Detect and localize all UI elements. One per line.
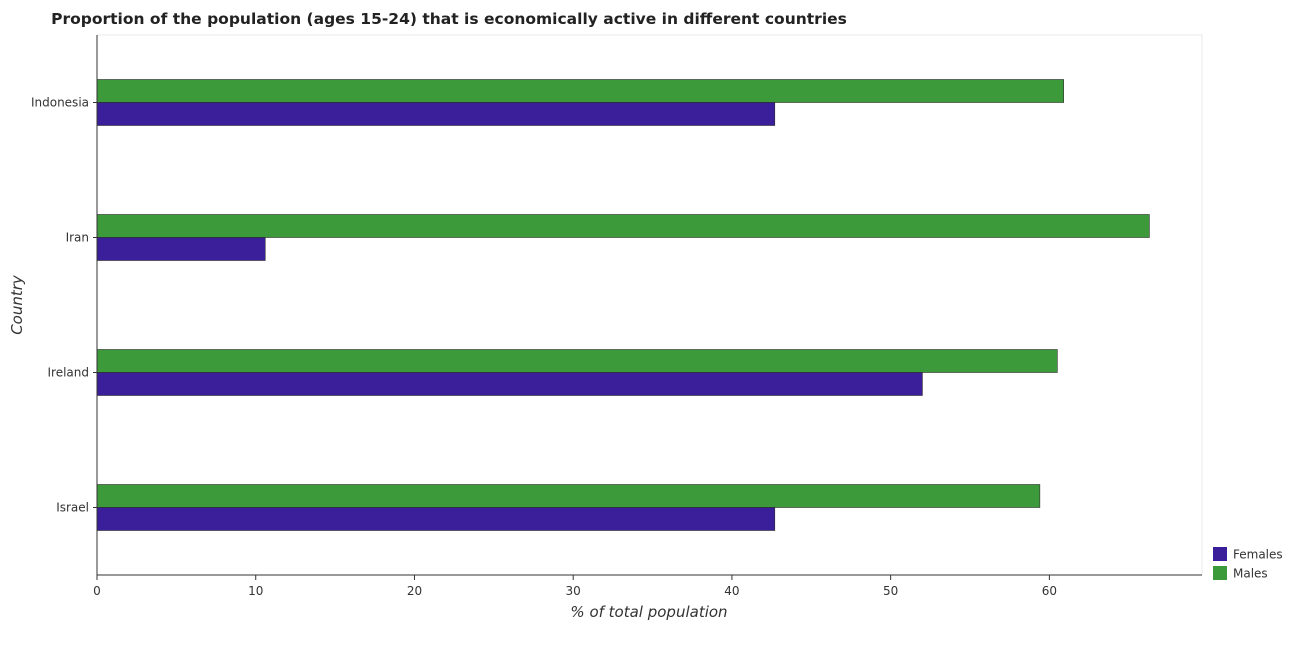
x-tick-label: 20 xyxy=(407,584,422,598)
chart-title: Proportion of the population (ages 15-24… xyxy=(51,10,847,28)
bars-layer xyxy=(96,79,1150,531)
y-axis-label: Country xyxy=(8,274,26,335)
legend: Females Males xyxy=(1213,547,1283,581)
x-tick-label: 50 xyxy=(883,584,898,598)
bar-females-indonesia xyxy=(96,102,776,126)
bar-males-ireland xyxy=(96,349,1058,373)
y-tick-label: Indonesia xyxy=(31,96,89,110)
legend-label-males: Males xyxy=(1233,567,1268,581)
legend-label-females: Females xyxy=(1233,548,1283,562)
x-tick-label: 10 xyxy=(248,584,263,598)
x-tick-label: 40 xyxy=(724,584,739,598)
bar-males-israel xyxy=(96,484,1041,508)
y-axis: Indonesia Iran Ireland Israel xyxy=(31,35,98,575)
x-axis: 0 10 20 30 40 50 60 xyxy=(93,574,1202,598)
y-tick-label: Iran xyxy=(66,231,89,245)
bar-females-ireland xyxy=(96,372,923,396)
y-tick-label: Israel xyxy=(56,501,89,515)
x-tick-label: 60 xyxy=(1042,584,1057,598)
bar-males-iran xyxy=(96,214,1150,238)
bar-females-israel xyxy=(96,507,776,531)
bar-females-iran xyxy=(96,237,266,261)
x-tick-label: 0 xyxy=(93,584,101,598)
x-tick-label: 30 xyxy=(566,584,581,598)
y-tick-label: Ireland xyxy=(47,366,89,380)
x-axis-label: % of total population xyxy=(570,603,727,621)
legend-swatch-males xyxy=(1213,566,1227,580)
bar-males-indonesia xyxy=(96,79,1064,103)
legend-swatch-females xyxy=(1213,547,1227,561)
